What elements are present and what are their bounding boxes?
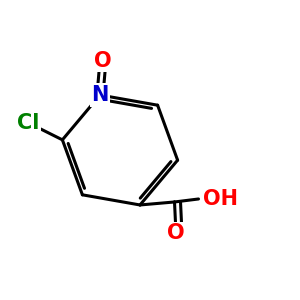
- Text: O: O: [94, 50, 112, 70]
- Text: Cl: Cl: [17, 113, 39, 133]
- Text: N: N: [91, 85, 109, 105]
- Text: O: O: [167, 224, 185, 244]
- Text: OH: OH: [203, 189, 238, 209]
